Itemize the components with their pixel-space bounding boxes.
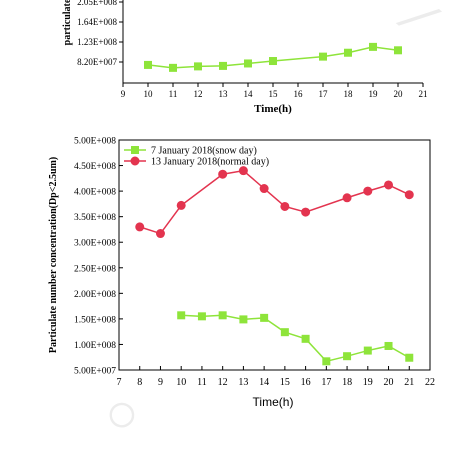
top-data-point xyxy=(194,62,202,71)
top-x-tick-label: 11 xyxy=(169,89,178,99)
bottom-x-tick-label: 21 xyxy=(404,377,414,388)
bottom-y-tick-label: 4.00E+008 xyxy=(74,188,116,198)
top-y-tick-label: 1.64E+008 xyxy=(77,17,117,27)
bottom-x-tick-label: 17 xyxy=(321,377,331,388)
bottom-y-tick-label: 2.50E+008 xyxy=(74,264,116,274)
bottom-y-tick-label: 4.50E+008 xyxy=(74,162,116,172)
top-data-point xyxy=(169,63,177,72)
top-x-tick-label: 18 xyxy=(344,89,354,99)
snow-day-data-point xyxy=(363,346,372,355)
legend: 7 January 2018(snow day)13 January 2018(… xyxy=(124,146,269,168)
bottom-x-tick-label: 10 xyxy=(176,377,186,388)
snow-day-data-point xyxy=(322,357,331,366)
normal-day-data-point xyxy=(135,222,145,232)
bottom-y-tick-label: 3.50E+008 xyxy=(74,213,116,223)
bottom-x-tick-label: 18 xyxy=(342,377,352,388)
bottom-y-axis-label: Particulate number concentration(Dp<2.5u… xyxy=(48,157,59,353)
bottom-x-tick-label: 13 xyxy=(238,377,248,388)
top-x-tick-label: 13 xyxy=(219,89,229,99)
legend-entry-label: 13 January 2018(normal day) xyxy=(151,157,269,168)
snow-day-data-point xyxy=(177,311,186,320)
snow-day-data-point xyxy=(343,352,352,361)
legend-swatch-marker xyxy=(130,156,140,166)
bottom-plot-frame xyxy=(118,139,431,371)
bottom-x-tick-label: 14 xyxy=(259,377,269,388)
normal-day-data-point xyxy=(301,207,311,217)
normal-day-data-point xyxy=(259,184,269,194)
bottom-y-tick-label: 1.50E+008 xyxy=(74,315,116,325)
legend-swatch-marker xyxy=(131,146,139,154)
top-data-point xyxy=(344,48,352,57)
bottom-y-tick-label: 1.00E+008 xyxy=(74,341,116,351)
top-data-point xyxy=(269,57,277,66)
top-x-tick-label: 16 xyxy=(294,89,304,99)
top-chart-panel: 9 10 11 12 13 14 15 16 17 18 19 20 21 8.20E+007 1.23E… xyxy=(62,0,428,115)
top-y-axis-label: particulate xyxy=(62,0,73,45)
top-data-point xyxy=(394,46,402,55)
normal-day-data-point xyxy=(404,190,414,200)
bottom-x-tick-label: 7 xyxy=(117,377,122,388)
bottom-x-tick-label: 9 xyxy=(158,377,163,388)
top-x-tick-label: 20 xyxy=(394,89,404,99)
top-x-tick-label: 19 xyxy=(369,89,379,99)
normal-day-data-point xyxy=(280,201,290,211)
top-y-tick-label: 1.23E+008 xyxy=(77,37,117,47)
top-x-tick-label: 21 xyxy=(419,89,428,99)
bottom-y-tick-label: 5.00E+008 xyxy=(74,137,116,147)
top-data-point xyxy=(369,42,377,51)
top-data-point xyxy=(319,52,327,61)
top-series-line xyxy=(147,46,399,69)
top-data-point xyxy=(219,61,227,70)
normal-day-data-point xyxy=(176,200,186,210)
top-x-tick-label: 9 xyxy=(121,89,126,99)
bottom-x-tick-label: 15 xyxy=(280,377,290,388)
bottom-x-tick-label: 12 xyxy=(218,377,228,388)
bottom-x-tick-label: 8 xyxy=(137,377,142,388)
top-x-axis-label: Time(h) xyxy=(254,103,292,115)
normal-day-data-point xyxy=(384,180,394,190)
snow-day-data-point xyxy=(260,313,269,322)
top-x-tick-label: 12 xyxy=(194,89,203,99)
top-data-point xyxy=(144,60,152,69)
legend-entry-label: 7 January 2018(snow day) xyxy=(151,146,257,157)
normal-day-data-point xyxy=(342,193,352,203)
bottom-x-axis-label: Time(h) xyxy=(253,395,294,409)
snow-day-data-point xyxy=(197,312,206,321)
top-x-tick-label: 14 xyxy=(244,89,254,99)
top-data-point xyxy=(244,59,252,68)
bottom-chart-panel: 7 8 9 10 11 12 13 14 15 16 17 18 19 20 21 22 5.00E+007 1… xyxy=(48,137,435,410)
snow-day-data-point xyxy=(280,328,289,337)
top-x-tick-label: 10 xyxy=(144,89,154,99)
snow-day-data-point xyxy=(405,353,414,362)
top-x-tick-label: 15 xyxy=(269,89,279,99)
bottom-y-tick-label: 5.00E+007 xyxy=(74,367,116,377)
bottom-y-tick-label: 2.00E+008 xyxy=(74,290,116,300)
normal-day-data-point xyxy=(363,186,373,196)
snow-day-data-point xyxy=(218,311,227,320)
bottom-x-tick-label: 11 xyxy=(197,377,207,388)
snow-day-data-point xyxy=(301,334,310,343)
snow-day-data-point xyxy=(384,341,393,350)
top-x-tick-label: 17 xyxy=(319,89,329,99)
normal-day-data-point xyxy=(155,229,165,239)
top-y-tick-label: 8.20E+007 xyxy=(77,57,117,67)
normal-day-data-point xyxy=(218,169,228,179)
bottom-y-tick-label: 3.00E+008 xyxy=(74,239,116,249)
snow-day-data-point xyxy=(239,315,248,324)
bottom-x-tick-label: 16 xyxy=(301,377,311,388)
bottom-x-tick-label: 20 xyxy=(384,377,394,388)
bottom-x-tick-label: 22 xyxy=(425,377,435,388)
normal-day-data-point xyxy=(238,166,248,176)
bottom-x-tick-label: 19 xyxy=(363,377,373,388)
top-y-tick-label: 2.05E+008 xyxy=(77,0,117,7)
figure: 9 10 11 12 13 14 15 16 17 18 19 20 21 8.20E+007 1.23E… xyxy=(48,0,435,410)
